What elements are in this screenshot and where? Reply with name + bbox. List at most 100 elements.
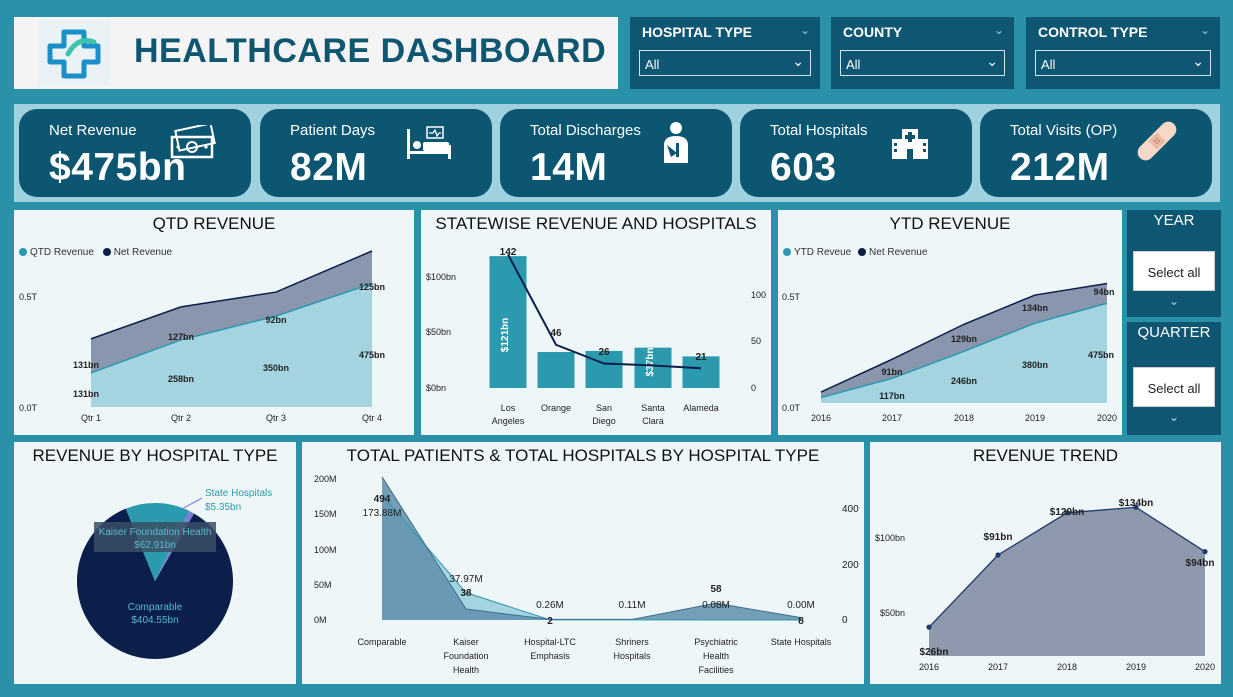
- bar-data-label: $37bn: [645, 348, 656, 377]
- chevron-down-icon[interactable]: ⌄: [986, 53, 998, 69]
- hospital-building-icon: [890, 123, 930, 164]
- chevron-down-icon[interactable]: ⌄: [1168, 294, 1180, 308]
- x-tick-label: 2018: [954, 413, 974, 423]
- patients-data-label: 37.97M: [449, 574, 482, 585]
- kpi-total-visits: Total Visits (OP) 212M: [980, 109, 1212, 197]
- data-label: 350bn: [263, 363, 289, 373]
- y-tick-label: 0: [842, 615, 848, 626]
- hospitals-data-label: 2: [547, 616, 553, 627]
- medical-cross-icon: [38, 20, 110, 86]
- chevron-down-icon[interactable]: ⌄: [792, 53, 804, 69]
- revenue-bar: [682, 356, 720, 388]
- kpi-value: 14M: [530, 146, 608, 189]
- quarter-select[interactable]: Select all: [1133, 367, 1215, 407]
- ytd-revenue-chart: 0.5T 0.0T 2016 2017 2018 2019 2020 117bn 246bn 38…: [782, 282, 1117, 423]
- x-tick-label: 2017: [882, 413, 902, 423]
- year-select[interactable]: Select all: [1133, 251, 1215, 291]
- kpi-label: Net Revenue: [49, 122, 137, 139]
- chevron-down-icon[interactable]: ⌄: [1192, 53, 1204, 69]
- y-tick-label: 200: [842, 560, 859, 571]
- filter-county[interactable]: COUNTY ⌄ All ⌄: [831, 17, 1014, 89]
- net-revenue-line: [820, 282, 1108, 393]
- filter-label: HOSPITAL TYPE: [642, 24, 752, 40]
- x-tick-label: Kaiser: [453, 637, 479, 647]
- kpi-label: Total Visits (OP): [1010, 122, 1118, 139]
- title-panel: HEALTHCARE DASHBOARD: [14, 17, 618, 89]
- hospital-type-select[interactable]: All ⌄: [639, 50, 811, 76]
- leader-line: [181, 497, 203, 510]
- x-tick-label: Clara: [642, 416, 664, 426]
- x-tick-label: Qtr 1: [81, 413, 101, 423]
- legend-dot-icon: [102, 248, 111, 256]
- x-tick-label: Qtr 2: [171, 413, 191, 423]
- ytd-revenue-area: [821, 303, 1107, 403]
- control-type-select[interactable]: All ⌄: [1035, 50, 1211, 76]
- kpi-total-discharges: Total Discharges 14M: [500, 109, 732, 197]
- data-label: 258bn: [168, 374, 194, 384]
- legend-dot-icon: [19, 248, 27, 256]
- data-label: 117bn: [879, 391, 905, 401]
- hospitals-line: [381, 476, 802, 620]
- filter-label: COUNTY: [843, 24, 903, 40]
- kpi-patient-days: Patient Days 82M: [260, 109, 492, 197]
- data-label: $134bn: [1119, 498, 1153, 509]
- revenue-trend-chart: $100bn $50bn $26bn $91bn $129bn $134bn $94bn 20…: [875, 498, 1215, 672]
- hospital-bed-icon: [405, 125, 453, 166]
- county-select[interactable]: All ⌄: [840, 50, 1005, 76]
- x-tick-label: Health: [453, 665, 479, 675]
- x-tick-label: 2018: [1057, 662, 1077, 672]
- ytd-revenue-panel: YTD REVENUE YTD Reveue Net Revenue 0.5T 0…: [778, 210, 1122, 435]
- patients-data-label: 0.26M: [536, 600, 564, 611]
- chart-title: STATEWISE REVENUE AND HOSPITALS: [435, 214, 757, 233]
- data-label: 92bn: [265, 315, 286, 325]
- hospitals-data-label: 58: [710, 584, 722, 595]
- chart-title: REVENUE BY HOSPITAL TYPE: [32, 446, 278, 465]
- chevron-down-icon[interactable]: ⌄: [1199, 23, 1210, 37]
- kpi-label: Total Hospitals: [770, 122, 868, 139]
- data-point: [1202, 549, 1208, 555]
- revenue-by-hospital-type-panel: REVENUE BY HOSPITAL TYPE Kaiser Foundati…: [14, 442, 296, 684]
- y-tick-label: 0M: [314, 615, 327, 625]
- patients-hospitals-panel: TOTAL PATIENTS & TOTAL HOSPITALS BY HOSP…: [302, 442, 864, 684]
- chevron-down-icon[interactable]: ⌄: [1168, 410, 1180, 424]
- year-slicer[interactable]: YEAR Select all ⌄: [1127, 210, 1221, 317]
- data-label: 127bn: [168, 332, 194, 342]
- pie-slice-label: $5.35bn: [205, 502, 241, 513]
- x-tick-label: Emphasis: [530, 651, 570, 661]
- quarter-slicer[interactable]: QUARTER Select all ⌄: [1127, 322, 1221, 435]
- chevron-down-icon[interactable]: ⌄: [799, 23, 810, 37]
- kpi-value: 603: [770, 146, 837, 189]
- x-tick-label: Alameda: [683, 403, 719, 413]
- kpi-value: $475bn: [49, 146, 187, 189]
- chevron-down-icon[interactable]: ⌄: [993, 23, 1004, 37]
- x-tick-label: Psychiatric: [694, 637, 738, 647]
- revenue-pie-chart: Kaiser Foundation Health $62.91bn Comparab…: [77, 488, 272, 659]
- pie-slice-label: $404.55bn: [131, 615, 178, 626]
- patients-hospitals-chart: 200M 150M 100M 50M 0M 400 200 0 494 38 2 58 8 173.88M…: [314, 474, 859, 675]
- x-tick-label: Comparable: [357, 637, 406, 647]
- kpi-strip: Net Revenue $475bn Patient Days 82M Tota…: [14, 104, 1220, 202]
- filter-label: CONTROL TYPE: [1038, 24, 1148, 40]
- data-label: 94bn: [1093, 287, 1114, 297]
- statewise-panel: STATEWISE REVENUE AND HOSPITALS $100bn $5…: [421, 210, 771, 435]
- page-title: HEALTHCARE DASHBOARD: [134, 32, 607, 70]
- filter-hospital-type[interactable]: HOSPITAL TYPE ⌄ All ⌄: [630, 17, 820, 89]
- x-tick-label: Qtr 3: [266, 413, 286, 423]
- y-tick-label: $50bn: [426, 327, 451, 337]
- kpi-label: Patient Days: [290, 122, 376, 139]
- filter-control-type[interactable]: CONTROL TYPE ⌄ All ⌄: [1026, 17, 1220, 89]
- chart-legend: QTD Revenue Net Revenue: [19, 247, 172, 258]
- line-data-label: 142: [500, 247, 517, 258]
- data-label: 246bn: [951, 376, 977, 386]
- y-tick-label: 0.0T: [19, 403, 38, 413]
- y-tick-label: 150M: [314, 509, 337, 519]
- kpi-value: 212M: [1010, 146, 1110, 189]
- kpi-total-hospitals: Total Hospitals 603: [740, 109, 972, 197]
- x-tick-label: San: [596, 403, 612, 413]
- data-point: [1133, 504, 1139, 510]
- revenue-trend-area: [929, 507, 1205, 656]
- y-tick-label: 0: [751, 383, 756, 393]
- net-revenue-line: [90, 250, 373, 340]
- x-tick-label: 2016: [919, 662, 939, 672]
- x-tick-label: Santa: [641, 403, 665, 413]
